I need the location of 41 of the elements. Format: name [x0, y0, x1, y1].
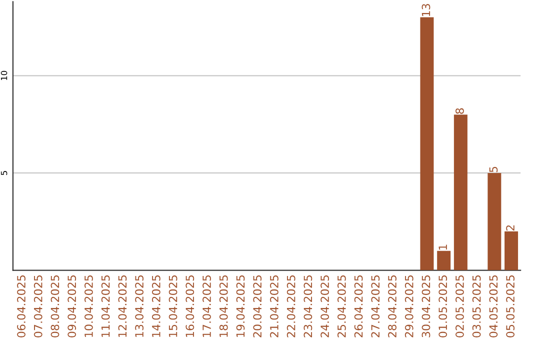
- x-tick-label: 20.04.2025: [253, 275, 262, 338]
- x-tick-label: 11.04.2025: [101, 275, 110, 337]
- x-tick-label: 23.04.2025: [304, 275, 312, 338]
- data-label: 8: [456, 108, 464, 114]
- x-tick-label: 26.04.2025: [354, 275, 363, 338]
- x-tick-label: 16.04.2025: [186, 275, 194, 337]
- x-tick-label: 24.04.2025: [320, 275, 330, 338]
- x-tick-label: 28.04.2025: [388, 275, 396, 338]
- x-tick-label: 22.04.2025: [286, 275, 296, 338]
- x-tick-label: 01.05.2025: [438, 275, 448, 338]
- x-tick-label: 10.04.2025: [84, 275, 93, 337]
- y-tick-label: 10: [0, 70, 8, 80]
- x-tick-label: 02.05.2025: [456, 275, 464, 338]
- x-tick-label: 04.05.2025: [489, 275, 498, 338]
- bar: [488, 172, 502, 270]
- x-tick-label: 08.04.2025: [50, 275, 60, 338]
- x-tick-label: 12.04.2025: [118, 275, 127, 337]
- x-tick-label: 15.04.2025: [168, 275, 178, 337]
- x-tick-label: 30.04.2025: [422, 275, 430, 338]
- x-tick-label: 18.04.2025: [219, 275, 228, 337]
- x-tick-label: 13.04.2025: [135, 275, 144, 337]
- x-tick-label: 03.05.2025: [472, 275, 481, 338]
- data-label: 2: [506, 225, 514, 231]
- bar: [437, 250, 451, 270]
- bar: [504, 231, 518, 270]
- x-tick-label: 06.04.2025: [17, 275, 26, 338]
- x-tick-label: 27.04.2025: [371, 275, 380, 338]
- x-tick-label: 07.04.2025: [34, 275, 42, 338]
- data-label: 1: [438, 244, 447, 250]
- x-tick-label: 25.04.2025: [337, 275, 346, 338]
- x-tick-label: 17.04.2025: [202, 275, 211, 337]
- x-tick-label: 19.04.2025: [236, 275, 245, 337]
- x-tick-label: 21.04.2025: [270, 275, 278, 338]
- bar: [454, 114, 468, 270]
- data-label: 13: [422, 4, 430, 16]
- x-tick-label: 05.05.2025: [506, 275, 515, 338]
- bar: [420, 17, 434, 270]
- x-tick-label: 14.04.2025: [152, 275, 160, 337]
- x-tick-label: 09.04.2025: [68, 275, 76, 338]
- data-label: 5: [489, 166, 498, 172]
- x-tick-label: 29.04.2025: [404, 275, 414, 338]
